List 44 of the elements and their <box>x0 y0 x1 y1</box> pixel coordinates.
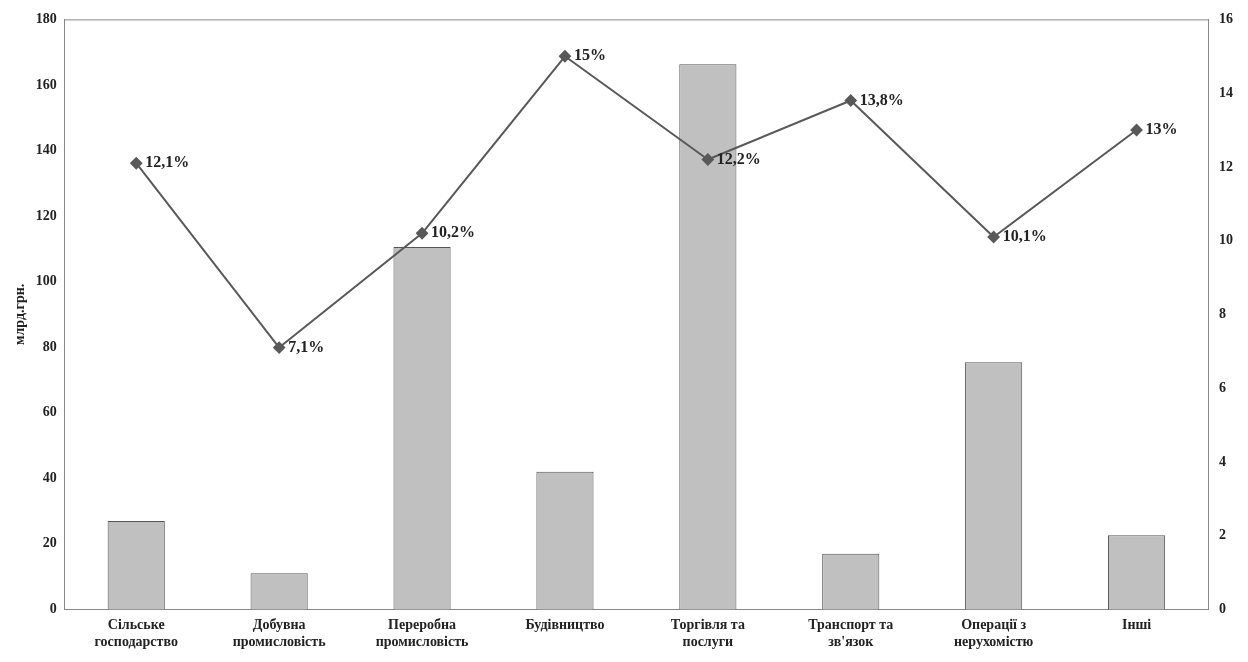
x-tick-label: Переробна промисловість <box>375 617 470 650</box>
point <box>130 157 143 170</box>
point <box>987 230 1000 243</box>
point <box>844 94 857 107</box>
y2-tick-label: 12 <box>1219 158 1233 174</box>
x-tick-label: Інші <box>1121 617 1152 633</box>
data-label: 13,8% <box>859 90 904 108</box>
x-tick-label: Будівництво <box>525 617 605 633</box>
y2-tick-label: 2 <box>1219 527 1226 543</box>
y-tick-label: 80 <box>42 338 57 354</box>
y2-tick-label: 16 <box>1219 11 1233 27</box>
data-label: 10,1% <box>1002 227 1047 245</box>
y-tick-label: 40 <box>42 469 57 485</box>
point <box>701 153 714 166</box>
y-tick-label: 180 <box>35 11 57 27</box>
point <box>273 341 286 354</box>
data-label: 7,1% <box>288 337 325 355</box>
y-tick-label: 120 <box>35 207 57 223</box>
y-tick-label: 160 <box>35 76 57 92</box>
data-label: 10,2% <box>431 223 476 241</box>
point <box>416 227 429 240</box>
y2-tick-label: 6 <box>1219 379 1226 395</box>
data-label: 12,2% <box>716 149 761 167</box>
y-tick-label: 0 <box>49 601 57 617</box>
y-axis-title: млрд.грн. <box>12 283 28 346</box>
y-tick-label: 60 <box>42 404 57 420</box>
y2-tick-label: 10 <box>1219 232 1233 248</box>
data-label: 13% <box>1145 120 1178 138</box>
y-tick-label: 100 <box>35 273 57 289</box>
x-tick-label: Добувна промисловість <box>232 617 327 650</box>
x-tick-label: Транспорт та зв'язок <box>808 617 894 650</box>
point <box>1130 124 1143 137</box>
y2-tick-label: 4 <box>1219 453 1226 469</box>
x-tick-label: Сільське господарство <box>94 617 178 650</box>
y-tick-label: 140 <box>35 142 57 158</box>
y-tick-label: 20 <box>42 535 57 551</box>
data-label: 15% <box>573 46 606 64</box>
data-label: 12,1% <box>145 153 190 171</box>
y2-tick-label: 8 <box>1219 306 1226 322</box>
x-tick-label: Торгівля та послуги <box>670 617 745 650</box>
y2-tick-label: 14 <box>1219 84 1233 100</box>
x-tick-label: Операції з нерухомістю <box>954 617 1034 650</box>
point <box>558 50 571 63</box>
y2-tick-label: 0 <box>1219 601 1226 617</box>
